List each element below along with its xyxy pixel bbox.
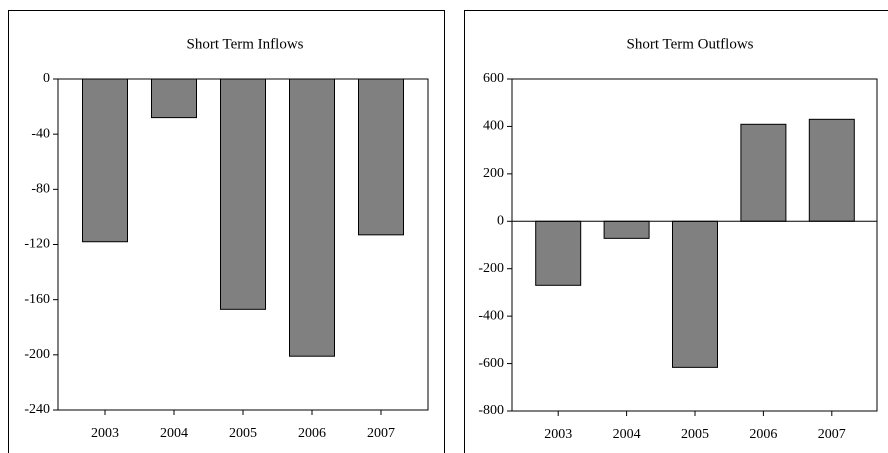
y-tick-label: -160: [24, 292, 50, 307]
x-tick-label: 2003: [544, 427, 572, 442]
y-tick-label: -400: [478, 308, 504, 323]
bar: [151, 78, 197, 119]
x-tick-label: 2004: [160, 426, 188, 441]
x-tick-label: 2007: [367, 426, 395, 441]
bar: [808, 118, 855, 222]
y-tick-label: -80: [31, 182, 50, 197]
bar: [740, 123, 787, 222]
bar: [82, 78, 128, 243]
y-tick-label: -200: [24, 347, 50, 362]
y-tick-label: -240: [24, 402, 50, 417]
y-tick-label: -600: [478, 356, 504, 371]
y-tick-label: 200: [483, 166, 504, 181]
x-tick-label: 2004: [613, 427, 641, 442]
bar: [220, 78, 266, 310]
y-tick-label: -800: [478, 403, 504, 418]
y-tick-label: 600: [483, 71, 504, 86]
x-tick-label: 2005: [229, 426, 257, 441]
x-tick-label: 2003: [91, 426, 119, 441]
x-tick-label: 2006: [749, 427, 777, 442]
bar: [672, 220, 718, 368]
y-tick-label: -200: [478, 261, 504, 276]
bar: [603, 220, 650, 239]
y-tick-label: 400: [483, 119, 504, 134]
x-tick-label: 2006: [298, 426, 326, 441]
chart-title: Short Term Inflows: [187, 36, 304, 52]
bar: [289, 78, 335, 357]
y-tick-label: 0: [497, 214, 504, 229]
y-tick-label: 0: [43, 71, 50, 86]
y-tick-label: -40: [31, 126, 50, 141]
y-tick-label: -120: [24, 237, 50, 252]
x-tick-label: 2005: [681, 427, 709, 442]
bar: [358, 78, 404, 236]
bar: [535, 220, 582, 286]
x-tick-label: 2007: [818, 427, 846, 442]
chart-title: Short Term Outflows: [626, 36, 753, 52]
